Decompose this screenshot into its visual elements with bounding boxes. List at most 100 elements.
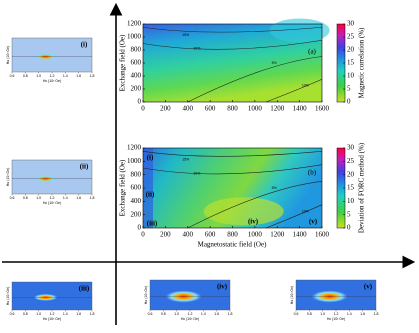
inset-x-tick-label: 0.6 [10, 74, 15, 78]
inset-x-tick-label: 0.8 [307, 312, 312, 316]
inset-x-tick-label: 1.6 [76, 312, 81, 316]
heatmap-region [143, 148, 153, 228]
inset-x-tick-label: 0.6 [148, 312, 153, 316]
colorbar-label: Magnetic correlation (%) [358, 27, 366, 98]
inset-y-label: Hu (10³ Oe) [6, 46, 10, 64]
contour-label: 10% [302, 209, 309, 213]
y-tick-label: 200 [131, 85, 142, 93]
contour-line [142, 39, 323, 50]
colorbar-tick-label: 5 [347, 85, 351, 93]
inset-x-tick-label: 1.2 [334, 312, 339, 316]
inset-x-tick-label: 1.4 [63, 312, 68, 316]
inset-x-tick-label: 1.4 [347, 312, 352, 316]
contour-line [265, 204, 323, 229]
inset-label: (ii) [80, 163, 89, 171]
inset-x-tick-label: 0.8 [23, 196, 28, 200]
x-tick-label: 1200 [270, 105, 285, 113]
inset-x-tick-label: 1.0 [174, 312, 179, 316]
inset-label: (iv) [217, 283, 228, 291]
x-tick-label: 1400 [293, 105, 308, 113]
y-tick-label: 0 [138, 224, 142, 232]
inset-x-tick-label: 1.4 [63, 74, 68, 78]
inset-x-tick-label: 1.6 [214, 312, 219, 316]
inset-x-tick-label: 1.6 [76, 196, 81, 200]
inset-x-tick-label: 1.8 [90, 74, 95, 78]
point-label: (i) [147, 154, 154, 162]
inset-x-tick-label: 0.8 [23, 312, 28, 316]
inset-label: (iii) [79, 285, 90, 293]
x-tick-label: 800 [227, 231, 238, 239]
inset-label: (i) [81, 41, 88, 49]
y-tick-label: 0 [138, 98, 142, 106]
point-label: (iii) [147, 220, 158, 228]
x-tick-label: 200 [160, 105, 171, 113]
colorbar-tick-label: 30 [347, 144, 355, 152]
x-tick-label: 1600 [315, 105, 330, 113]
colorbar-tick-label: 25 [347, 157, 355, 165]
contour-label: 10% [302, 84, 309, 88]
inset-x-tick-label: 1.4 [201, 312, 206, 316]
x-tick-label: 200 [160, 231, 171, 239]
x-tick-label: 0 [141, 231, 145, 239]
x-tick-label: 600 [205, 231, 216, 239]
inset-y-label: Hu (10³ Oe) [6, 287, 10, 305]
contour-label: 5% [272, 186, 277, 190]
inset-x-label: Hc (10³ Oe) [43, 201, 61, 205]
inset-x-tick-label: 1.0 [36, 312, 41, 316]
y-tick-label: 800 [131, 170, 142, 178]
inset-x-tick-label: 0.6 [10, 196, 15, 200]
y-tick-label: 1000 [127, 33, 142, 41]
inset-x-tick-label: 1.6 [360, 312, 365, 316]
y-tick-label: 600 [131, 59, 142, 67]
x-tick-label: 400 [183, 105, 194, 113]
panel-label: (a) [308, 48, 316, 56]
inset-x-label: Hc (10³ Oe) [327, 317, 345, 321]
inset-x-tick-label: 0.6 [294, 312, 299, 316]
y-tick-label: 1200 [127, 20, 142, 28]
colorbar-tick-label: 30 [347, 20, 355, 28]
inset-x-tick-label: 1.8 [374, 312, 379, 316]
contour-label: 15% [182, 33, 189, 37]
contour-line [187, 181, 323, 229]
colorbar-tick-label: 10 [347, 72, 355, 80]
contour-label: 15% [182, 157, 189, 161]
inset-y-label: Hu (10³ Oe) [6, 168, 10, 186]
inset-x-tick-label: 0.8 [161, 312, 166, 316]
colorbar-tick-label: 0 [347, 224, 351, 232]
heatmap-region [203, 197, 284, 226]
y-tick-label: 1200 [127, 144, 142, 152]
x-tick-label: 1000 [248, 105, 263, 113]
contour-label: 10% [193, 171, 200, 175]
contour-line [187, 56, 323, 103]
x-tick-label: 1000 [248, 231, 263, 239]
inset-x-tick-label: 0.8 [23, 74, 28, 78]
y-tick-label: 1000 [127, 157, 142, 165]
x-tick-label: 800 [227, 105, 238, 113]
panel-label: (b) [308, 169, 317, 177]
y-tick-label: 200 [131, 210, 142, 218]
colorbar-tick-label: 15 [347, 59, 355, 67]
inset-x-tick-label: 1.0 [36, 74, 41, 78]
colorbar-tick-label: 15 [347, 184, 355, 192]
colorbar-tick-label: 10 [347, 197, 355, 205]
colorbar-tick-label: 20 [347, 170, 355, 178]
inset-x-tick-label: 0.6 [10, 312, 15, 316]
contour-line [142, 151, 323, 157]
inset-y-label: Hu (10³ Oe) [290, 286, 294, 304]
point-label: (v) [309, 218, 318, 226]
colorbar-tick-label: 0 [347, 98, 351, 106]
colorbar-label: Deviation of FORC method (%) [358, 142, 366, 233]
inset-x-tick-label: 1.0 [320, 312, 325, 316]
colorbar-tick-label: 5 [347, 210, 351, 218]
y-axis-label: Exchange field (Oe) [119, 34, 127, 91]
inset-x-label: Hc (10³ Oe) [43, 317, 61, 321]
point-label: (iv) [248, 218, 259, 226]
y-tick-label: 800 [131, 46, 142, 54]
contour-line [142, 164, 323, 175]
x-tick-label: 0 [141, 105, 145, 113]
inset-x-label: Hc (10³ Oe) [43, 79, 61, 83]
contour-line [265, 78, 323, 103]
inset-y-label: Hu (10³ Oe) [144, 286, 148, 304]
colorbar-tick-label: 25 [347, 33, 355, 41]
